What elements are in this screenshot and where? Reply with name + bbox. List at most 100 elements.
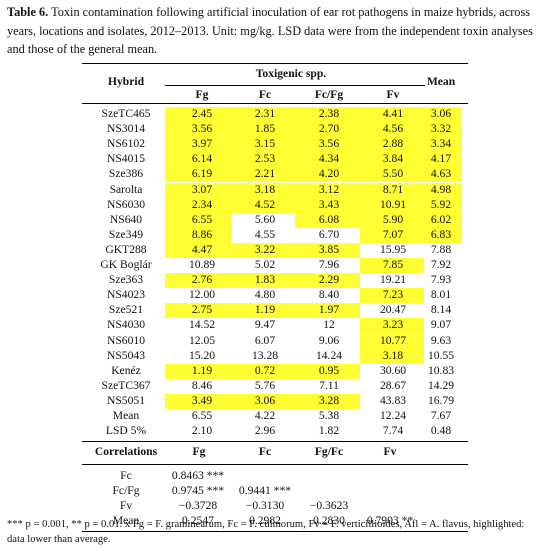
corr-header-fgfc: Fg/Fc	[314, 445, 344, 458]
row-mean: 10.55	[427, 349, 455, 362]
row-fcfg: 3.85	[318, 243, 340, 256]
corr-fc: 0.9441 ***	[238, 484, 292, 497]
row-hybrid: Sze363	[108, 273, 144, 286]
row-hybrid: NS6102	[106, 137, 145, 150]
highlight-cell	[231, 122, 295, 137]
highlight-cell	[295, 137, 360, 152]
highlight-cell	[295, 364, 360, 379]
table-caption: Table 6. Toxin contamination following a…	[7, 3, 543, 59]
row-fc: 3.22	[254, 243, 276, 256]
row-fc: 1.85	[254, 122, 276, 135]
row-fc: 4.52	[254, 198, 276, 211]
row-fcfg: 5.38	[318, 409, 340, 422]
highlight-cell	[231, 198, 295, 213]
row-hybrid: NS6030	[106, 198, 145, 211]
footnote-highlight-note: data lower than average.	[7, 533, 111, 545]
corr-fc: −0.3130	[245, 499, 285, 512]
row-fc: 2.31	[254, 107, 276, 120]
row-mean: 3.32	[430, 122, 452, 135]
row-fcfg: 6.70	[318, 228, 340, 241]
row-mean: 4.17	[430, 152, 452, 165]
header-fv: Fv	[386, 88, 400, 101]
row-fg: 14.52	[188, 318, 216, 331]
row-fv: 10.77	[379, 334, 407, 347]
row-mean: 3.06	[430, 107, 452, 120]
row-fg: 12.05	[188, 334, 216, 347]
highlight-cell	[424, 152, 462, 167]
row-fcfg: 1.82	[318, 424, 340, 437]
corr-header-fv: Fv	[383, 445, 397, 458]
highlight-cell	[360, 288, 424, 303]
row-fg: 3.56	[191, 122, 213, 135]
row-hybrid: NS4023	[106, 288, 145, 301]
row-mean: 10.83	[427, 364, 455, 377]
row-fg: 2.75	[191, 303, 213, 316]
footnote-significance: *** p = 0.001, ** p = 0.01.	[7, 519, 123, 530]
highlight-cell	[165, 107, 231, 122]
highlight-cell	[295, 243, 360, 258]
highlight-cell	[165, 183, 231, 198]
row-mean: 7.88	[430, 243, 452, 256]
header-fc: Fc	[258, 88, 272, 101]
corr-fc: 0.2982	[249, 514, 281, 527]
highlight-cell	[360, 107, 424, 122]
corr-fg: 0.8463 ***	[171, 469, 225, 482]
highlight-cell	[424, 198, 462, 213]
row-fc: 1.19	[254, 303, 276, 316]
highlight-cell	[165, 167, 231, 182]
highlight-cell	[165, 137, 231, 152]
highlight-cell	[295, 183, 360, 198]
row-mean: 6.83	[430, 228, 452, 241]
row-fcfg: 2.70	[318, 122, 340, 135]
row-fv: 43.83	[379, 394, 407, 407]
row-mean: 0.48	[430, 424, 452, 437]
row-fcfg: 4.20	[318, 167, 340, 180]
corr-header-fc: Fc	[258, 445, 272, 458]
table-rule	[82, 531, 468, 532]
row-fg: 2.10	[191, 424, 213, 437]
highlight-cell	[165, 303, 231, 318]
header-hybrid: Hybrid	[107, 75, 145, 88]
row-fcfg: 3.43	[318, 198, 340, 211]
highlight-cell	[424, 107, 462, 122]
row-mean: 4.63	[430, 167, 452, 180]
highlight-cell	[295, 152, 360, 167]
highlight-cell	[231, 303, 295, 318]
highlight-cell	[295, 273, 360, 288]
row-hybrid: NS4015	[106, 152, 145, 165]
row-fc: 6.07	[254, 334, 276, 347]
row-fc: 4.55	[254, 228, 276, 241]
row-fv: 20.47	[379, 303, 407, 316]
row-fg: 12.00	[188, 288, 216, 301]
header-fg: Fg	[195, 88, 209, 101]
row-fg: 2.34	[191, 198, 213, 211]
row-fg: 2.76	[191, 273, 213, 286]
row-hybrid: NS5043	[106, 349, 145, 362]
highlight-cell	[360, 318, 424, 333]
highlight-cell	[360, 167, 424, 182]
row-fc: 5.02	[254, 258, 276, 271]
row-fc: 5.60	[254, 213, 276, 226]
corr-fgfc: 0.2830	[313, 514, 345, 527]
row-hybrid: GKT288	[105, 243, 147, 256]
row-mean: 8.01	[430, 288, 452, 301]
highlight-cell	[165, 122, 231, 137]
highlight-cell	[360, 213, 424, 228]
highlight-cell	[165, 273, 231, 288]
row-mean: 9.07	[430, 318, 452, 331]
row-fg: 8.86	[191, 228, 213, 241]
row-mean: 6.02	[430, 213, 452, 226]
highlight-cell	[295, 213, 360, 228]
corr-fg: 0.2547	[182, 514, 214, 527]
row-fc: 3.15	[254, 137, 276, 150]
row-fg: 3.97	[191, 137, 213, 150]
highlight-cell	[231, 364, 295, 379]
row-hybrid: Sarolta	[109, 183, 143, 196]
row-mean: 16.79	[427, 394, 455, 407]
row-fg: 6.55	[191, 409, 213, 422]
highlight-cell	[295, 167, 360, 182]
row-fv: 7.23	[382, 288, 404, 301]
highlight-cell	[231, 394, 295, 409]
corr-fg: −0.3728	[178, 499, 218, 512]
